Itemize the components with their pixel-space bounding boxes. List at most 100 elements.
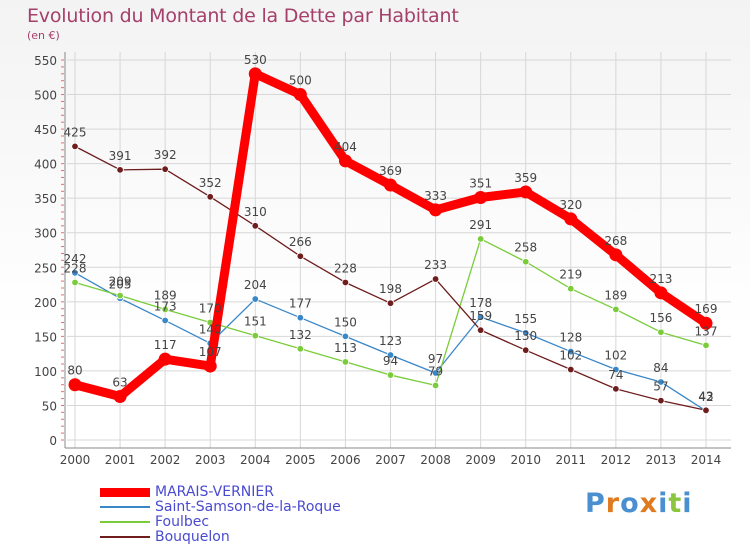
legend-swatch [100, 487, 150, 497]
data-label: 204 [244, 278, 267, 292]
data-point [113, 389, 127, 403]
data-label: 159 [469, 309, 492, 323]
data-point [71, 278, 79, 287]
data-point [429, 203, 443, 217]
data-point [657, 328, 665, 336]
legend-swatch [100, 506, 150, 508]
data-point [161, 305, 169, 314]
x-tick-label: 2009 [465, 453, 496, 467]
y-tick-label: 450 [34, 123, 57, 137]
proxiti-logo: Proxiti [585, 488, 693, 519]
legend-label: Bouquelon [155, 529, 230, 545]
data-point [161, 316, 169, 325]
data-label: 177 [289, 297, 312, 311]
y-tick-label: 0 [49, 434, 57, 448]
data-point [341, 278, 350, 287]
data-label: 268 [604, 234, 627, 248]
legend-swatch [100, 536, 150, 538]
data-label: 169 [695, 302, 718, 316]
data-point [612, 385, 620, 393]
y-tick-label: 400 [34, 158, 57, 172]
data-label: 258 [514, 241, 537, 255]
y-tick-label: 200 [34, 296, 57, 310]
y-tick-label: 100 [34, 365, 57, 379]
data-label: 130 [514, 329, 537, 343]
data-point [431, 275, 440, 283]
data-point [386, 371, 395, 379]
data-label: 137 [695, 324, 718, 338]
data-point [567, 347, 575, 356]
data-label: 500 [289, 74, 312, 88]
data-point [476, 326, 485, 334]
data-point [384, 178, 397, 192]
x-tick-label: 2001 [105, 453, 136, 467]
data-label: 102 [559, 349, 582, 363]
data-point [519, 185, 533, 199]
data-point [476, 235, 485, 243]
data-point [251, 222, 259, 230]
x-tick-label: 2003 [195, 453, 226, 467]
y-tick-label: 500 [34, 89, 57, 103]
data-label: 404 [334, 140, 357, 154]
legend-label: Saint-Samson-de-la-Roque [155, 499, 341, 515]
x-tick-label: 2012 [601, 453, 632, 467]
y-tick-label: 350 [34, 192, 57, 206]
data-label: 151 [244, 315, 267, 329]
data-label: 170 [199, 302, 222, 316]
data-point [116, 291, 124, 300]
data-label: 140 [199, 322, 222, 336]
data-label: 84 [653, 361, 668, 375]
data-label: 209 [109, 275, 132, 289]
data-label: 42 [698, 390, 713, 404]
data-point [699, 316, 713, 330]
data-label: 391 [109, 149, 132, 163]
data-point [158, 352, 172, 366]
data-point [702, 341, 710, 350]
data-label: 333 [424, 189, 447, 203]
data-label: 43 [698, 389, 713, 403]
data-label: 57 [653, 380, 668, 394]
y-tick-label: 550 [34, 54, 57, 68]
y-tick-label: 250 [34, 261, 57, 275]
data-label: 266 [289, 235, 312, 249]
data-point [657, 396, 665, 405]
data-point [68, 378, 82, 392]
x-tick-label: 2007 [375, 453, 406, 467]
data-label: 310 [244, 205, 267, 219]
data-point [476, 313, 485, 321]
y-tick-label: 50 [42, 399, 57, 413]
data-point [341, 358, 350, 366]
data-point [612, 305, 620, 314]
data-point [474, 190, 488, 204]
data-label: 74 [608, 368, 623, 382]
data-point [293, 88, 307, 102]
data-label: 107 [199, 345, 222, 359]
data-point [203, 359, 217, 373]
legend-label: MARAIS-VERNIER [155, 484, 274, 500]
x-tick-label: 2011 [556, 453, 587, 467]
data-point [386, 299, 395, 307]
data-label: 291 [469, 218, 492, 232]
x-tick-label: 2010 [510, 453, 541, 467]
x-tick-label: 2004 [240, 453, 271, 467]
x-tick-label: 2008 [420, 453, 451, 467]
data-label: 173 [154, 299, 177, 313]
data-label: 205 [109, 277, 132, 291]
data-label: 123 [379, 334, 402, 348]
data-label: 178 [469, 296, 492, 310]
chart-subtitle: (en €) [27, 29, 60, 42]
data-label: 530 [244, 53, 267, 67]
data-point [567, 284, 575, 293]
data-point [296, 314, 305, 322]
data-label: 359 [514, 171, 537, 185]
data-label: 97 [428, 352, 443, 366]
data-label: 128 [559, 331, 582, 345]
data-point [206, 193, 214, 201]
data-point [251, 331, 259, 340]
data-label: 320 [559, 198, 582, 212]
data-point [338, 154, 352, 168]
data-label: 228 [64, 261, 87, 275]
data-point [564, 212, 578, 226]
